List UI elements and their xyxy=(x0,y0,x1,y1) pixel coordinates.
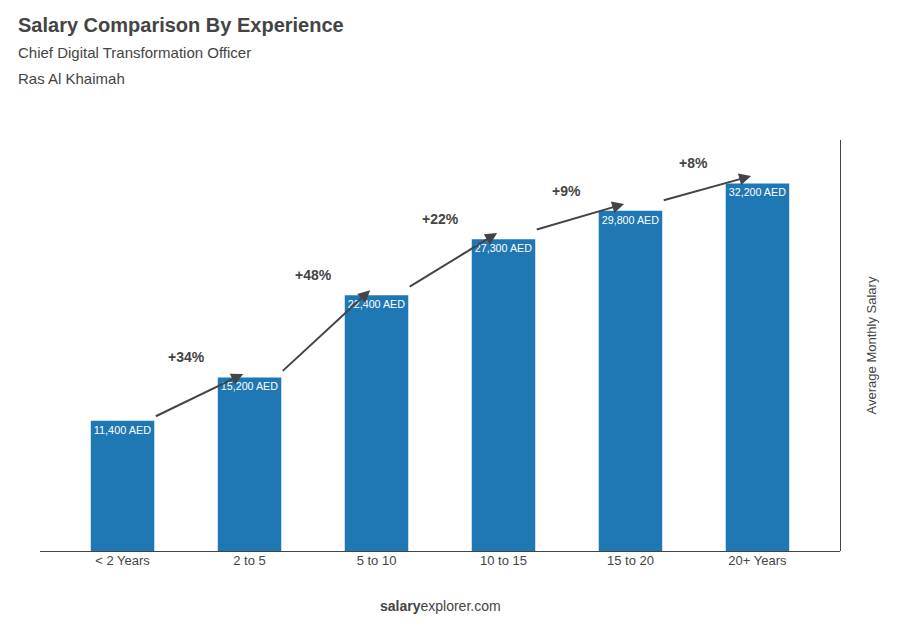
svg-text:15,200 AED: 15,200 AED xyxy=(221,380,278,392)
svg-text:< 2 Years: < 2 Years xyxy=(95,553,150,568)
svg-text:2 to 5: 2 to 5 xyxy=(233,553,266,568)
svg-text:20+ Years: 20+ Years xyxy=(728,553,787,568)
svg-text:+22%: +22% xyxy=(422,211,459,227)
svg-text:10 to 15: 10 to 15 xyxy=(480,553,527,568)
svg-text:+9%: +9% xyxy=(552,183,581,199)
svg-text:5 to 10: 5 to 10 xyxy=(357,553,397,568)
svg-text:27,300 AED: 27,300 AED xyxy=(475,242,532,254)
svg-text:32,200 AED: 32,200 AED xyxy=(729,186,786,198)
svg-text:+34%: +34% xyxy=(168,349,205,365)
svg-text:29,800 AED: 29,800 AED xyxy=(602,214,659,226)
svg-text:+48%: +48% xyxy=(295,267,332,283)
svg-text:Average Monthly Salary: Average Monthly Salary xyxy=(864,276,879,414)
svg-text:Salary Comparison By Experienc: Salary Comparison By ExperienceChief Dig… xyxy=(18,14,344,87)
svg-text:11,400 AED: 11,400 AED xyxy=(94,424,151,436)
svg-text:salaryexplorer.com: salaryexplorer.com xyxy=(380,598,501,614)
svg-text:+8%: +8% xyxy=(679,155,708,171)
svg-text:15 to 20: 15 to 20 xyxy=(607,553,654,568)
svg-text:22,400 AED: 22,400 AED xyxy=(348,298,405,310)
